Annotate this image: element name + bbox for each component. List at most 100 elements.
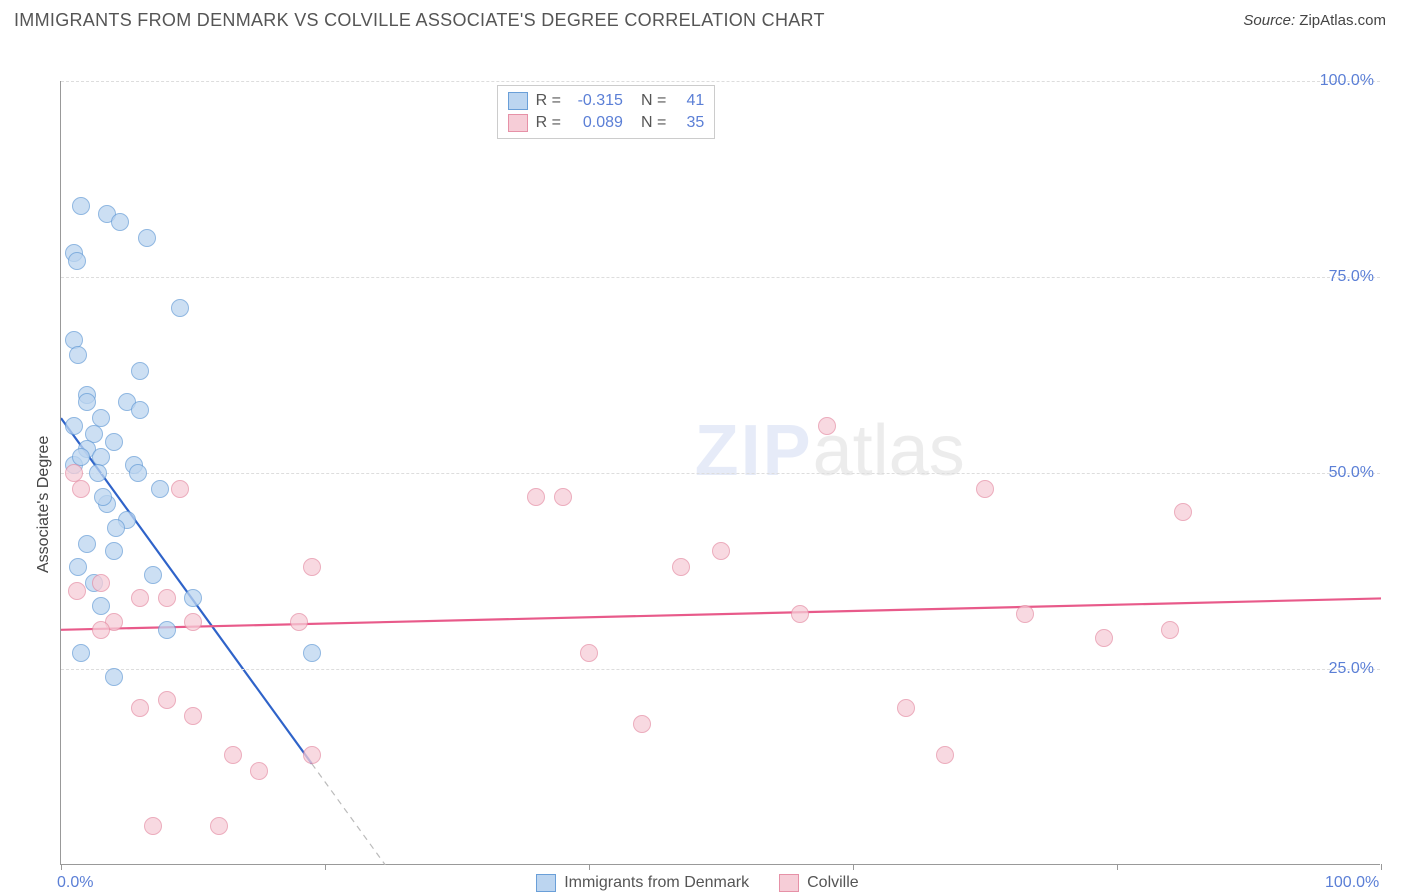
- scatter-point-colville: [1016, 605, 1034, 623]
- scatter-point-colville: [303, 558, 321, 576]
- stat-r-value: 0.089: [569, 114, 623, 132]
- scatter-point-denmark: [138, 229, 156, 247]
- scatter-point-denmark: [184, 589, 202, 607]
- scatter-point-colville: [92, 574, 110, 592]
- scatter-point-colville: [897, 699, 915, 717]
- scatter-point-colville: [210, 817, 228, 835]
- scatter-point-denmark: [158, 621, 176, 639]
- scatter-point-denmark: [171, 299, 189, 317]
- scatter-point-denmark: [105, 433, 123, 451]
- legend-swatch-denmark: [536, 874, 556, 892]
- x-tick-label: 0.0%: [57, 874, 93, 892]
- scatter-point-colville: [303, 746, 321, 764]
- scatter-point-colville: [250, 762, 268, 780]
- gridline: [61, 81, 1380, 82]
- scatter-point-denmark: [129, 464, 147, 482]
- scatter-point-colville: [224, 746, 242, 764]
- source-attribution: Source: ZipAtlas.com: [1243, 12, 1386, 29]
- scatter-point-colville: [131, 589, 149, 607]
- scatter-point-colville: [1095, 629, 1113, 647]
- stats-legend-box: R = -0.315 N = 41 R = 0.089 N = 35: [497, 85, 716, 139]
- swatch-denmark: [508, 92, 528, 110]
- scatter-point-denmark: [105, 542, 123, 560]
- stat-r-value: -0.315: [569, 92, 623, 110]
- scatter-point-denmark: [107, 519, 125, 537]
- scatter-point-denmark: [131, 362, 149, 380]
- scatter-point-colville: [92, 621, 110, 639]
- stats-row-denmark: R = -0.315 N = 41: [508, 90, 705, 112]
- scatter-point-denmark: [78, 393, 96, 411]
- scatter-point-denmark: [111, 213, 129, 231]
- y-tick-label: 100.0%: [1320, 72, 1374, 90]
- scatter-point-denmark: [144, 566, 162, 584]
- gridline: [61, 277, 1380, 278]
- scatter-point-denmark: [92, 597, 110, 615]
- y-tick-label: 50.0%: [1329, 464, 1374, 482]
- scatter-point-denmark: [68, 252, 86, 270]
- scatter-point-colville: [976, 480, 994, 498]
- scatter-point-denmark: [94, 488, 112, 506]
- scatter-point-denmark: [151, 480, 169, 498]
- scatter-point-colville: [554, 488, 572, 506]
- watermark-zip: ZIP: [695, 411, 813, 491]
- scatter-point-denmark: [89, 464, 107, 482]
- scatter-point-colville: [184, 613, 202, 631]
- swatch-colville: [508, 114, 528, 132]
- stat-n-value: 35: [674, 114, 704, 132]
- scatter-point-colville: [1174, 503, 1192, 521]
- scatter-point-denmark: [131, 401, 149, 419]
- legend-item-denmark: Immigrants from Denmark: [536, 874, 749, 892]
- scatter-point-colville: [936, 746, 954, 764]
- x-tick: [61, 864, 62, 870]
- x-tick-label: 100.0%: [1325, 874, 1379, 892]
- legend-label: Immigrants from Denmark: [564, 874, 749, 892]
- scatter-point-denmark: [105, 668, 123, 686]
- scatter-point-colville: [672, 558, 690, 576]
- scatter-point-colville: [712, 542, 730, 560]
- scatter-point-colville: [1161, 621, 1179, 639]
- legend-label: Colville: [807, 874, 859, 892]
- scatter-point-colville: [184, 707, 202, 725]
- gridline: [61, 669, 1380, 670]
- x-tick: [325, 864, 326, 870]
- legend-swatch-colville: [779, 874, 799, 892]
- scatter-point-denmark: [303, 644, 321, 662]
- x-tick: [589, 864, 590, 870]
- series-legend: Immigrants from Denmark Colville: [536, 874, 859, 892]
- legend-item-colville: Colville: [779, 874, 859, 892]
- scatter-point-colville: [633, 715, 651, 733]
- source-name: ZipAtlas.com: [1299, 12, 1386, 29]
- scatter-point-colville: [144, 817, 162, 835]
- source-label: Source:: [1243, 12, 1295, 29]
- scatter-point-denmark: [78, 535, 96, 553]
- stat-r-label: R =: [536, 92, 561, 110]
- plot-region: Associate's Degree ZIPatlas R =-0.315N =…: [60, 81, 1380, 865]
- scatter-point-denmark: [69, 558, 87, 576]
- scatter-point-colville: [791, 605, 809, 623]
- x-tick: [1381, 864, 1382, 870]
- stat-r-label: R =: [536, 114, 561, 132]
- y-tick-label: 25.0%: [1329, 660, 1374, 678]
- stat-n-label: N =: [641, 114, 666, 132]
- chart-title: IMMIGRANTS FROM DENMARK VS COLVILLE ASSO…: [14, 10, 825, 31]
- scatter-point-colville: [158, 589, 176, 607]
- scatter-point-colville: [818, 417, 836, 435]
- stats-row-colville: R = 0.089 N = 35: [508, 112, 705, 134]
- scatter-point-colville: [290, 613, 308, 631]
- x-tick: [853, 864, 854, 870]
- scatter-point-denmark: [72, 197, 90, 215]
- scatter-point-colville: [527, 488, 545, 506]
- stat-n-value: 41: [674, 92, 704, 110]
- scatter-point-denmark: [65, 417, 83, 435]
- chart-header: IMMIGRANTS FROM DENMARK VS COLVILLE ASSO…: [0, 0, 1406, 37]
- scatter-point-colville: [72, 480, 90, 498]
- scatter-point-colville: [131, 699, 149, 717]
- scatter-point-colville: [580, 644, 598, 662]
- scatter-point-colville: [171, 480, 189, 498]
- gridline: [61, 473, 1380, 474]
- x-tick: [1117, 864, 1118, 870]
- scatter-point-colville: [68, 582, 86, 600]
- y-axis-label: Associate's Degree: [35, 436, 53, 573]
- stat-n-label: N =: [641, 92, 666, 110]
- y-tick-label: 75.0%: [1329, 268, 1374, 286]
